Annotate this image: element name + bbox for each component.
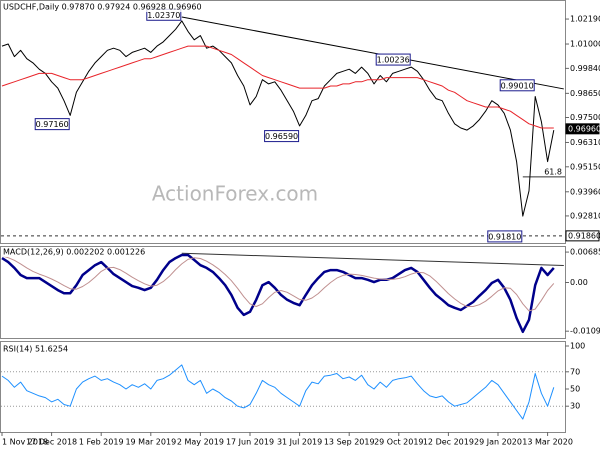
watermark: ActionForex.com bbox=[152, 182, 318, 206]
annotation-label: 0.96590 bbox=[265, 132, 298, 141]
x-tick-label: 13 Mar 2020 bbox=[522, 438, 573, 447]
annotation-box bbox=[264, 130, 300, 143]
y-tick-label: 0.00 bbox=[570, 278, 588, 287]
annotation-label: 0.97160 bbox=[36, 120, 69, 129]
y-tick-label: 0.96310 bbox=[570, 138, 600, 147]
series-line bbox=[1, 253, 555, 334]
y-tick-label: 70 bbox=[570, 367, 580, 376]
y-tick-label: 0.97500 bbox=[570, 113, 600, 122]
annotation-label: 1.02370 bbox=[147, 11, 180, 20]
x-tick-label: 1 Feb 2019 bbox=[79, 438, 124, 447]
trendline bbox=[181, 16, 564, 90]
panel-title: RSI(14) 51.6254 bbox=[3, 345, 68, 354]
y-tick-label: 0.95150 bbox=[570, 162, 600, 171]
annotation-box bbox=[34, 118, 70, 131]
price-tag-label: 0.96960 bbox=[568, 124, 600, 133]
fib-label: 61.8 bbox=[544, 167, 562, 176]
y-tick-label: 0.006855 bbox=[570, 248, 600, 257]
x-tick-label: 1 Nov 2018 bbox=[2, 438, 48, 447]
y-tick-label: 50 bbox=[570, 385, 580, 394]
panel-title: USDCHF,Daily 0.97870 0.97924 0.96928 0.9… bbox=[3, 3, 202, 12]
series-line bbox=[1, 45, 554, 129]
title-bg bbox=[1, 247, 147, 257]
y-tick-label: 1.02190 bbox=[570, 15, 600, 24]
price-panel bbox=[0, 0, 566, 244]
annotation-box bbox=[487, 230, 523, 243]
annotation-box bbox=[499, 79, 535, 92]
annotation-box bbox=[375, 53, 411, 66]
rsi-panel bbox=[0, 341, 566, 433]
x-tick-label: 29 Jan 2020 bbox=[474, 438, 522, 447]
annotation-label: 0.91810 bbox=[488, 232, 521, 241]
title-bg bbox=[1, 2, 213, 12]
price-tag bbox=[565, 123, 600, 135]
macd-panel bbox=[0, 246, 566, 339]
x-tick-label: 17 Jun 2019 bbox=[226, 438, 274, 447]
x-tick-label: 17 Dec 2018 bbox=[26, 438, 77, 447]
y-tick-label: 1.01000 bbox=[570, 40, 600, 49]
trendline bbox=[181, 252, 564, 267]
y-tick-label: 0.98650 bbox=[570, 89, 600, 98]
annotation-label: 1.00236 bbox=[377, 56, 410, 65]
y-tick-label: 0.92810 bbox=[570, 211, 600, 220]
title-bg bbox=[1, 344, 72, 354]
y-tick-label: 100 bbox=[570, 342, 585, 351]
x-tick-label: 19 Mar 2019 bbox=[125, 438, 176, 447]
y-tick-label: 30 bbox=[570, 402, 580, 411]
price-tag bbox=[565, 230, 600, 242]
series-line bbox=[1, 255, 555, 312]
price-tag-label: 0.91860 bbox=[568, 231, 600, 240]
y-tick-label: 0.99840 bbox=[570, 64, 600, 73]
x-tick-label: 12 Dec 2019 bbox=[423, 438, 474, 447]
panel-title: MACD(12,26,9) 0.002202 0.001226 bbox=[3, 248, 145, 257]
series-line bbox=[1, 364, 555, 420]
y-tick-label: -0.010965 bbox=[570, 327, 600, 336]
y-tick-label: 0.93960 bbox=[570, 187, 600, 196]
series-line bbox=[1, 20, 555, 217]
x-tick-label: 31 Jul 2019 bbox=[277, 438, 322, 447]
x-tick-label: 13 Sep 2019 bbox=[324, 438, 375, 447]
x-tick-label: 29 Oct 2019 bbox=[374, 438, 423, 447]
x-tick-label: 2 May 2019 bbox=[177, 438, 224, 447]
annotation-label: 0.99010 bbox=[501, 81, 534, 90]
